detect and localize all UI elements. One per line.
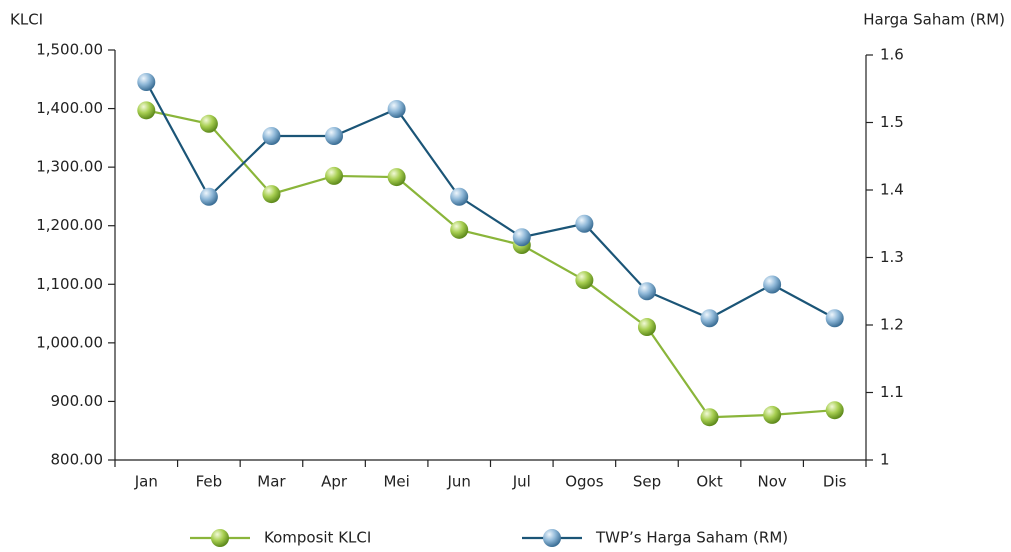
x-tick-label: Mar: [257, 473, 286, 491]
y2-tick-label: 1.5: [880, 113, 904, 131]
y-tick-label: 1,100.00: [36, 275, 103, 293]
point: [637, 282, 656, 301]
point: [700, 309, 719, 328]
y2-tick-label: 1.4: [880, 181, 904, 199]
y-tick-label: 900.00: [51, 392, 104, 410]
point: [825, 309, 844, 328]
x-tick-label: Ogos: [565, 473, 604, 491]
point: [450, 187, 469, 206]
point: [137, 73, 156, 91]
point: [825, 401, 844, 420]
x-tick-label: Apr: [321, 473, 348, 491]
y-axis-title: KLCI: [10, 11, 43, 29]
series-line: [145, 81, 836, 320]
point: [262, 127, 281, 145]
legend-label: Komposit KLCI: [264, 529, 371, 547]
legend-marker: [543, 529, 561, 547]
y-tick-label: 1,200.00: [36, 216, 103, 234]
point: [512, 228, 531, 247]
x-tick-label: Okt: [696, 473, 722, 491]
point: [700, 408, 719, 427]
legend-label: TWP’s Harga Saham (RM): [595, 529, 788, 547]
series-line: [146, 109, 835, 419]
x-tick-label: Dis: [823, 473, 847, 491]
y2-tick-label: 1.6: [880, 46, 904, 64]
point: [325, 127, 344, 145]
y2-tick-label: 1.3: [880, 248, 904, 266]
point: [637, 318, 656, 337]
y-tick-label: 800.00: [51, 451, 104, 469]
point: [387, 100, 406, 118]
y-tick-label: 1,500.00: [36, 41, 103, 59]
x-tick-label: Feb: [196, 473, 223, 491]
point: [763, 275, 782, 294]
y-tick-label: 1,300.00: [36, 158, 103, 176]
point: [450, 220, 469, 239]
x-tick-label: Mei: [383, 473, 409, 491]
point: [763, 405, 782, 424]
point: [325, 166, 344, 185]
x-tick-label: Sep: [633, 473, 661, 491]
point: [387, 168, 406, 187]
x-tick-label: Jan: [134, 473, 158, 491]
x-tick-label: Jul: [512, 473, 531, 491]
point: [575, 214, 594, 233]
point: [199, 187, 218, 206]
point: [262, 185, 281, 204]
x-tick-label: Nov: [757, 473, 786, 491]
y2-axis-title: Harga Saham (RM): [863, 11, 1005, 29]
y-tick-label: 1,000.00: [36, 333, 103, 351]
y2-tick-label: 1: [880, 451, 890, 469]
x-tick-label: Jun: [446, 473, 470, 491]
y2-tick-label: 1.1: [880, 383, 904, 401]
point: [575, 271, 594, 290]
y-tick-label: 1,400.00: [36, 99, 103, 117]
point: [137, 101, 156, 120]
y2-tick-label: 1.2: [880, 316, 904, 334]
legend-marker: [211, 529, 229, 547]
point: [199, 114, 218, 133]
